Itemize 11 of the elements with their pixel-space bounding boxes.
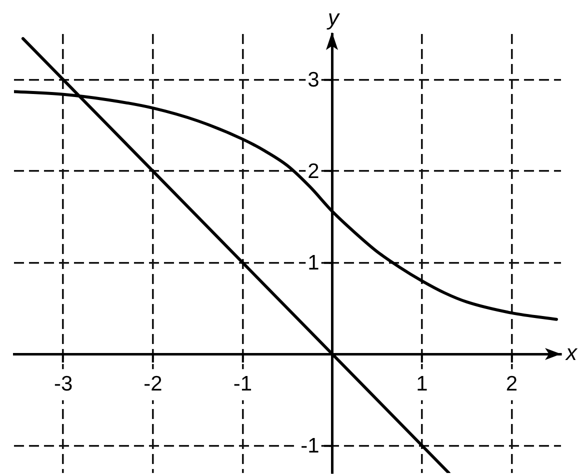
y-tick-label: 1 [308,251,320,274]
y-tick-label: 2 [308,160,320,183]
y-tick-label: 3 [308,68,320,92]
x-tick-label: -1 [233,372,252,396]
x-tick-label: -2 [144,372,162,396]
x-tick-label: 2 [506,372,518,396]
y-axis-title: y [326,5,341,30]
x-tick-label: -3 [54,372,73,396]
x-tick-label: 1 [416,372,428,396]
x-axis-title: x [565,340,578,366]
y-tick-label: -1 [300,434,320,458]
